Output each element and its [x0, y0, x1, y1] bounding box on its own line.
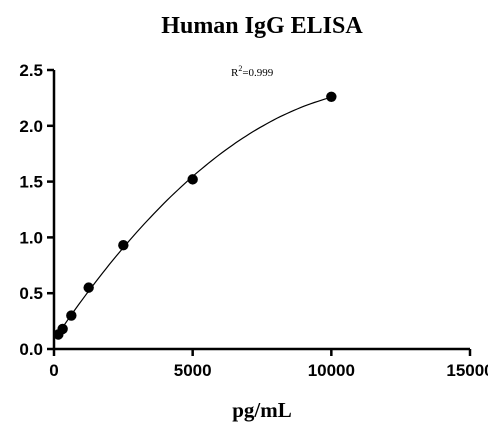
- data-point: [57, 323, 68, 335]
- x-tick-label: 0: [49, 361, 58, 380]
- y-tick-label: 0.5: [19, 284, 43, 303]
- x-tick-label: 15000: [446, 361, 488, 380]
- data-point: [66, 310, 77, 321]
- r-squared-base: R: [231, 67, 239, 79]
- y-tick-label: 0.0: [19, 340, 43, 359]
- x-ticks: 0 5000 10000 15000: [49, 349, 488, 380]
- data-point: [83, 282, 94, 293]
- x-axis-label: pg/mL: [232, 398, 292, 422]
- axes: [52, 70, 470, 351]
- y-tick-label: 1.0: [19, 228, 43, 247]
- r-squared-sup: 2: [238, 64, 242, 73]
- y-ticks: 0.0 0.5 1.0 1.5 2.0 2.5: [19, 61, 54, 359]
- fit-curve: [57, 96, 332, 334]
- r-squared-value: =0.999: [242, 67, 273, 79]
- data-point: [326, 91, 337, 102]
- data-point: [118, 240, 129, 251]
- y-tick-label: 1.5: [19, 173, 43, 192]
- data-points: [53, 91, 337, 340]
- x-tick-label: 10000: [308, 361, 355, 380]
- y-tick-label: 2.0: [19, 117, 43, 136]
- r-squared-annotation: R2=0.999: [231, 64, 274, 79]
- x-tick-label: 5000: [174, 361, 212, 380]
- y-tick-label: 2.5: [19, 61, 43, 80]
- chart-title: Human IgG ELISA: [161, 13, 363, 39]
- data-point: [187, 174, 198, 185]
